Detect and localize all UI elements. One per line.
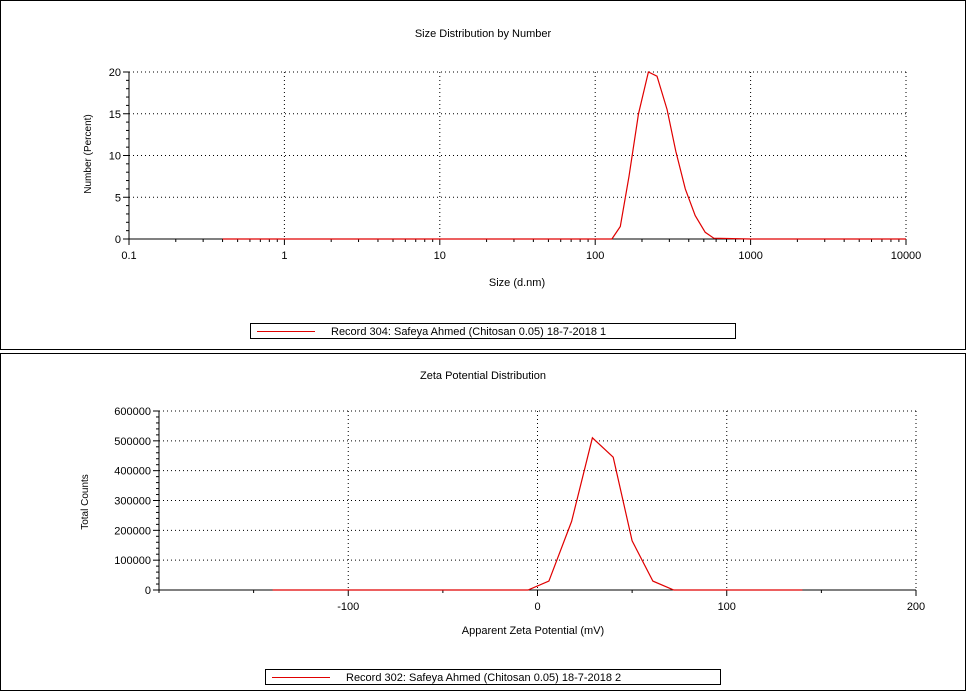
legend: Record 302: Safeya Ahmed (Chitosan 0.05)… bbox=[265, 669, 721, 685]
x-tick-label: 10 bbox=[434, 250, 446, 262]
data-point bbox=[548, 580, 549, 581]
data-point bbox=[656, 76, 657, 77]
x-axis-label: Apparent Zeta Potential (mV) bbox=[462, 625, 604, 637]
legend-label: Record 304: Safeya Ahmed (Chitosan 0.05)… bbox=[331, 326, 607, 338]
data-point bbox=[648, 71, 649, 72]
x-tick-label: 1 bbox=[281, 250, 287, 262]
data-point bbox=[905, 238, 906, 239]
y-tick-label: 20 bbox=[109, 67, 121, 79]
data-point bbox=[666, 109, 667, 110]
data-point bbox=[611, 238, 612, 239]
y-axis-label: Total Counts bbox=[80, 474, 91, 530]
data-point bbox=[284, 238, 285, 239]
x-tick-label: 10000 bbox=[891, 250, 922, 262]
data-point bbox=[695, 215, 696, 216]
x-tick-label: 200 bbox=[907, 601, 925, 613]
series-line bbox=[222, 71, 906, 240]
chart-title: Zeta Potential Distribution bbox=[420, 370, 546, 382]
y-tick-label: 200000 bbox=[114, 525, 151, 537]
data-point bbox=[439, 238, 440, 239]
zeta-potential-panel: Zeta Potential Distribution Apparent Zet… bbox=[0, 353, 966, 691]
data-point bbox=[222, 238, 223, 239]
data-point bbox=[571, 521, 572, 522]
size-distribution-panel: Size Distribution by Number Size (d.nm) … bbox=[0, 0, 966, 350]
x-axis-label: Size (d.nm) bbox=[489, 277, 545, 289]
data-point bbox=[613, 457, 614, 458]
y-tick-label: 0 bbox=[115, 234, 121, 246]
data-point bbox=[673, 589, 674, 590]
data-point bbox=[628, 176, 629, 177]
data-point bbox=[595, 238, 596, 239]
legend-swatch bbox=[272, 677, 330, 678]
x-tick-label: 1000 bbox=[738, 250, 762, 262]
data-point bbox=[652, 580, 653, 581]
x-tick-label: 100 bbox=[718, 601, 736, 613]
legend-swatch bbox=[257, 331, 315, 332]
data-point bbox=[750, 238, 751, 239]
zeta-potential-chart: Zeta Potential Distribution Apparent Zet… bbox=[80, 370, 925, 637]
x-tick-label: 0 bbox=[534, 601, 540, 613]
data-point bbox=[527, 589, 528, 590]
legend: Record 304: Safeya Ahmed (Chitosan 0.05)… bbox=[250, 323, 736, 339]
y-tick-label: 300000 bbox=[114, 496, 151, 508]
y-axis-label: Number (Percent) bbox=[83, 114, 94, 193]
x-tick-label: 0.1 bbox=[121, 250, 136, 262]
series-line bbox=[272, 436, 803, 591]
legend-label: Record 302: Safeya Ahmed (Chitosan 0.05)… bbox=[346, 672, 622, 684]
data-point bbox=[620, 226, 621, 227]
data-point bbox=[705, 232, 706, 233]
y-tick-label: 600000 bbox=[114, 406, 151, 418]
y-tick-label: 400000 bbox=[114, 466, 151, 478]
x-tick-label: 100 bbox=[586, 250, 604, 262]
y-tick-label: 15 bbox=[109, 109, 121, 121]
chart-title: Size Distribution by Number bbox=[415, 28, 552, 40]
y-tick-label: 10 bbox=[109, 151, 121, 163]
data-point bbox=[272, 589, 273, 590]
data-point bbox=[802, 589, 803, 590]
data-point bbox=[632, 540, 633, 541]
size-distribution-chart: Size Distribution by Number Size (d.nm) … bbox=[83, 28, 922, 289]
data-point bbox=[675, 151, 676, 152]
y-tick-label: 100000 bbox=[114, 555, 151, 567]
data-point bbox=[592, 437, 593, 438]
y-tick-label: 500000 bbox=[114, 436, 151, 448]
data-point bbox=[685, 188, 686, 189]
data-point bbox=[638, 113, 639, 114]
x-tick-label: -100 bbox=[337, 601, 359, 613]
y-tick-label: 5 bbox=[115, 192, 121, 204]
data-point bbox=[713, 238, 714, 239]
y-tick-label: 0 bbox=[145, 585, 151, 597]
